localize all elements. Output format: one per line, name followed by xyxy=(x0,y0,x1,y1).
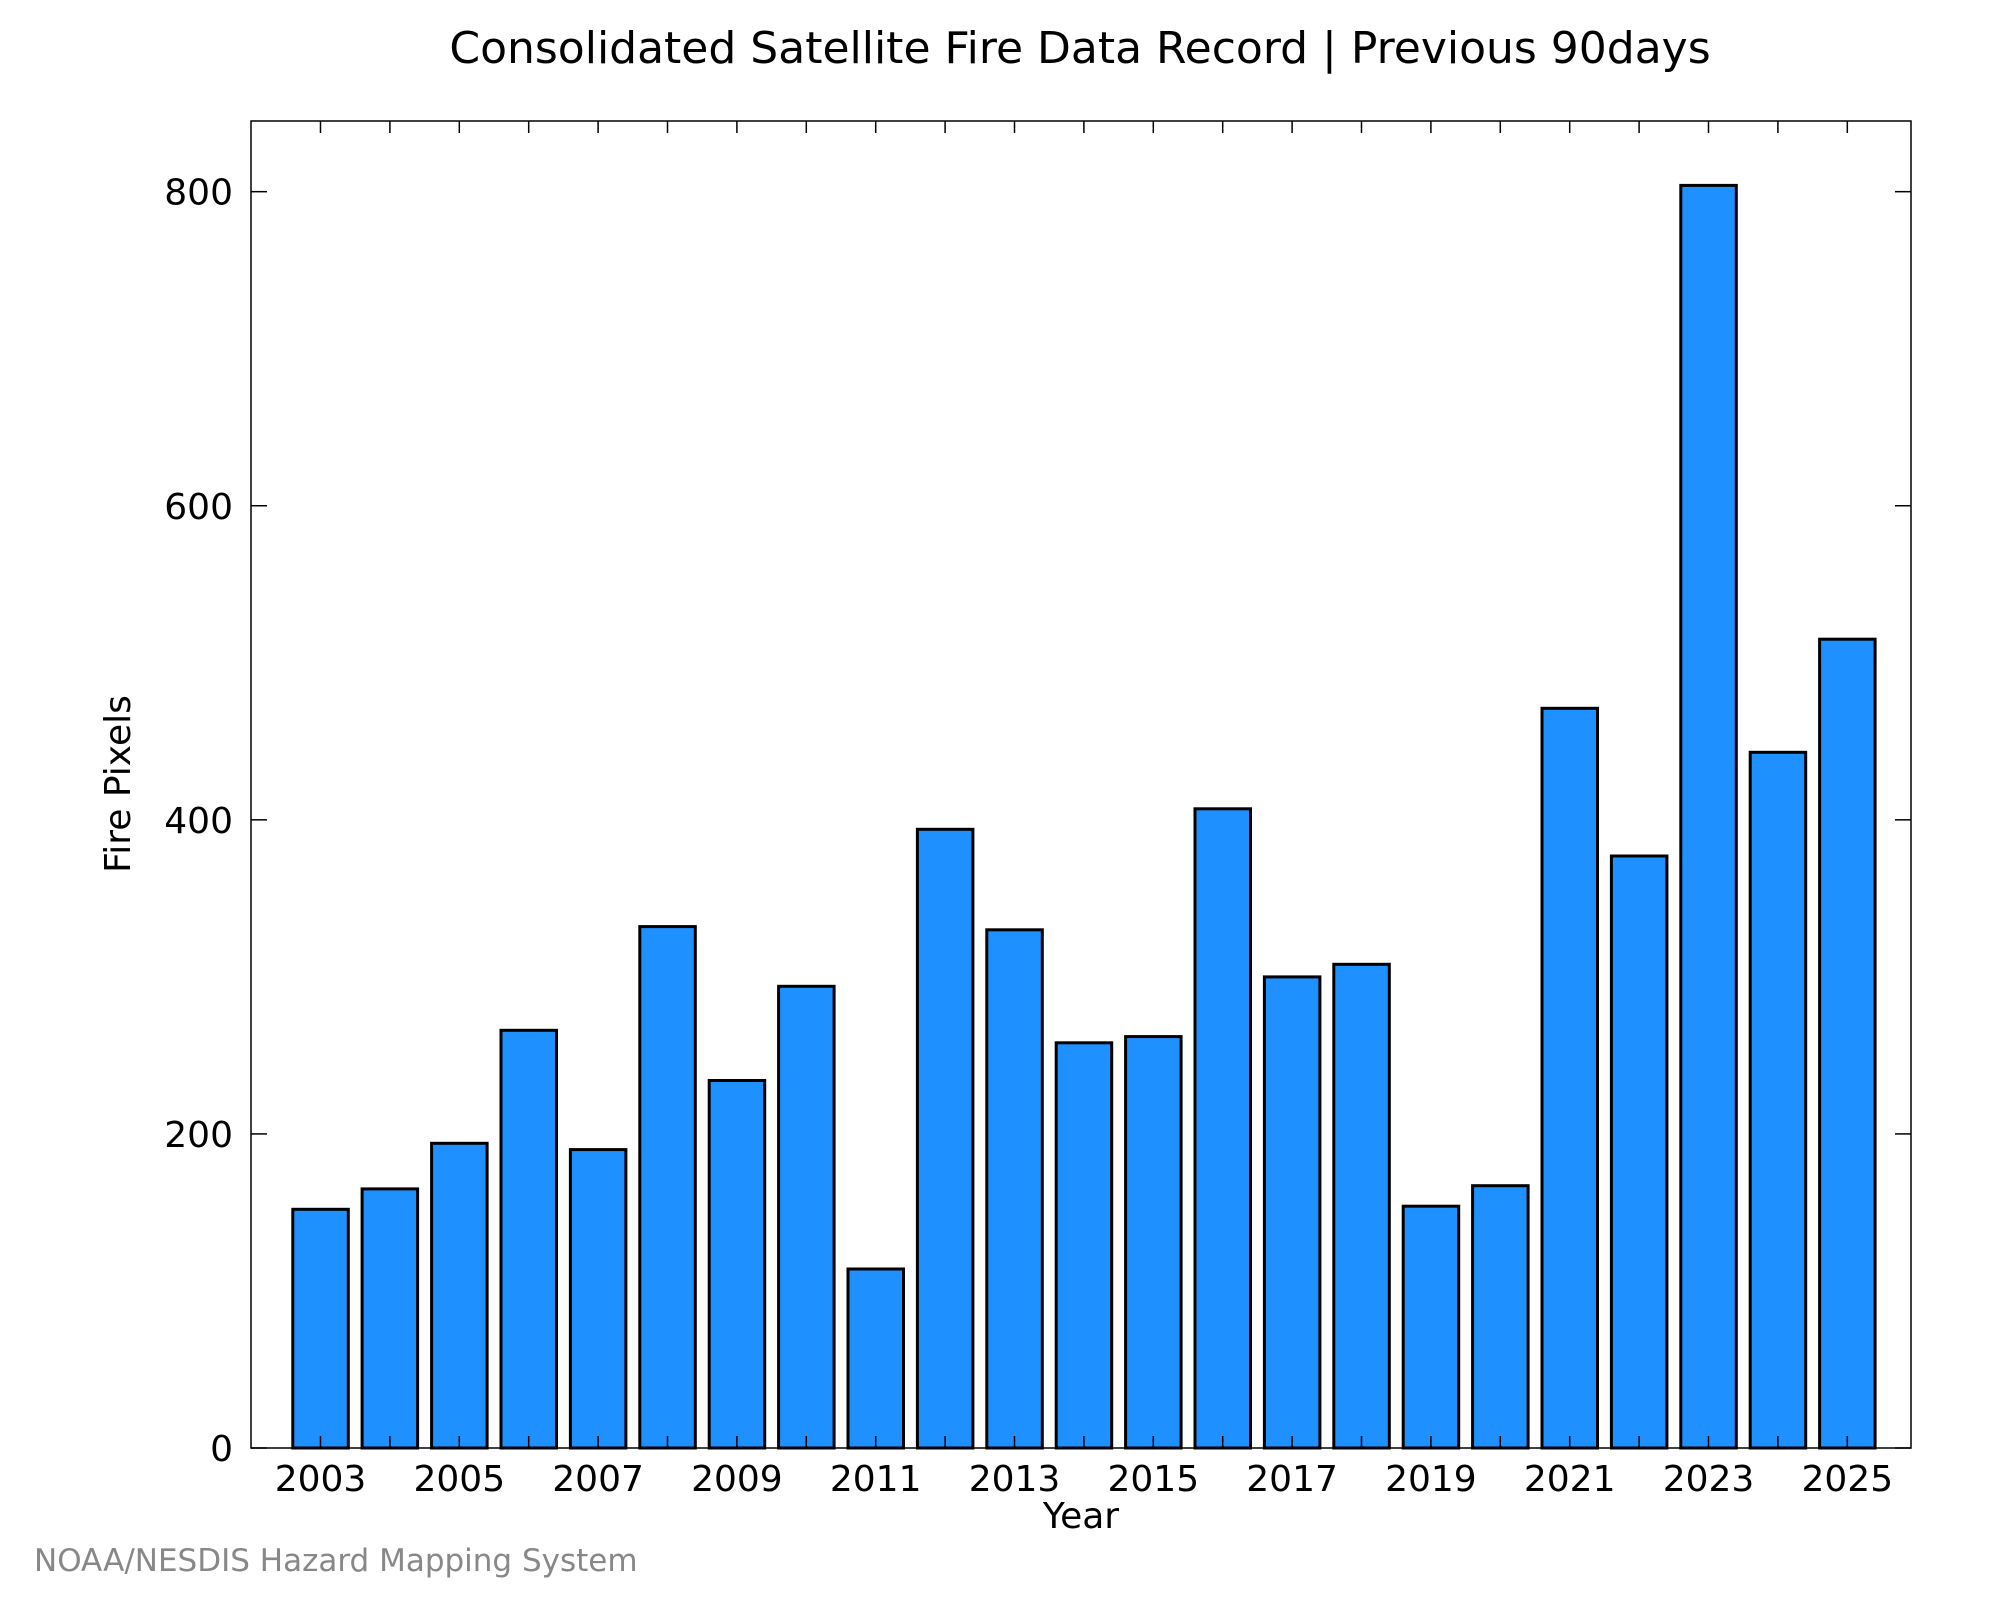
bar-2022 xyxy=(1609,854,1669,1450)
bar-2015 xyxy=(1124,1035,1183,1450)
x-axis-label: Year xyxy=(1042,1496,1119,1537)
x-tick-label-2025: 2025 xyxy=(1801,1459,1893,1500)
x-tick-label-2003: 2003 xyxy=(275,1459,367,1500)
bar-2014 xyxy=(1054,1041,1114,1450)
x-tick-label-2021: 2021 xyxy=(1524,1459,1616,1500)
x-tick-label-2009: 2009 xyxy=(691,1459,783,1500)
bar-2011 xyxy=(846,1267,905,1450)
y-tick-label-200: 200 xyxy=(164,1115,233,1156)
bar-2010 xyxy=(777,984,836,1450)
bar-2018 xyxy=(1332,962,1391,1450)
bar-2005 xyxy=(430,1141,489,1450)
y-tick-label-400: 400 xyxy=(164,801,233,842)
x-tick-label-2015: 2015 xyxy=(1107,1459,1199,1500)
bar-2021 xyxy=(1540,706,1599,1450)
y-tick-label-0: 0 xyxy=(210,1429,233,1470)
y-tick-label-800: 800 xyxy=(164,173,233,214)
bar-2019 xyxy=(1401,1204,1461,1450)
y-axis-label: Fire Pixels xyxy=(98,695,139,873)
y-axis: 0 200 400 600 800 xyxy=(164,173,1911,1470)
chart-title: Consolidated Satellite Fire Data Record … xyxy=(449,23,1710,74)
bar-2009 xyxy=(707,1079,767,1450)
bars-layer xyxy=(291,183,1877,1450)
bar-2025 xyxy=(1818,637,1877,1450)
bar-2012 xyxy=(915,827,975,1450)
bar-2008 xyxy=(638,925,697,1450)
bar-2020 xyxy=(1471,1184,1530,1450)
x-tick-label-2019: 2019 xyxy=(1385,1459,1477,1500)
bar-2003 xyxy=(291,1207,350,1450)
bar-2004 xyxy=(360,1187,420,1450)
bar-2013 xyxy=(985,928,1044,1450)
source-credit: NOAA/NESDIS Hazard Mapping System xyxy=(34,1543,638,1579)
x-tick-label-2005: 2005 xyxy=(413,1459,505,1500)
x-tick-label-2023: 2023 xyxy=(1663,1459,1755,1500)
bar-2006 xyxy=(499,1028,558,1450)
bar-2007 xyxy=(568,1148,628,1450)
x-tick-label-2017: 2017 xyxy=(1246,1459,1338,1500)
bar-2024 xyxy=(1748,750,1808,1450)
y-tick-label-600: 600 xyxy=(164,487,233,528)
x-tick-label-2011: 2011 xyxy=(830,1459,922,1500)
bar-2017 xyxy=(1262,975,1322,1450)
x-tick-label-2007: 2007 xyxy=(552,1459,644,1500)
bar-2016 xyxy=(1193,807,1252,1450)
x-tick-label-2013: 2013 xyxy=(969,1459,1061,1500)
bar-2023 xyxy=(1679,183,1738,1450)
x-axis: 2003 2005 2007 2009 2011 2013 2015 2017 2019 2021… xyxy=(275,121,1893,1500)
